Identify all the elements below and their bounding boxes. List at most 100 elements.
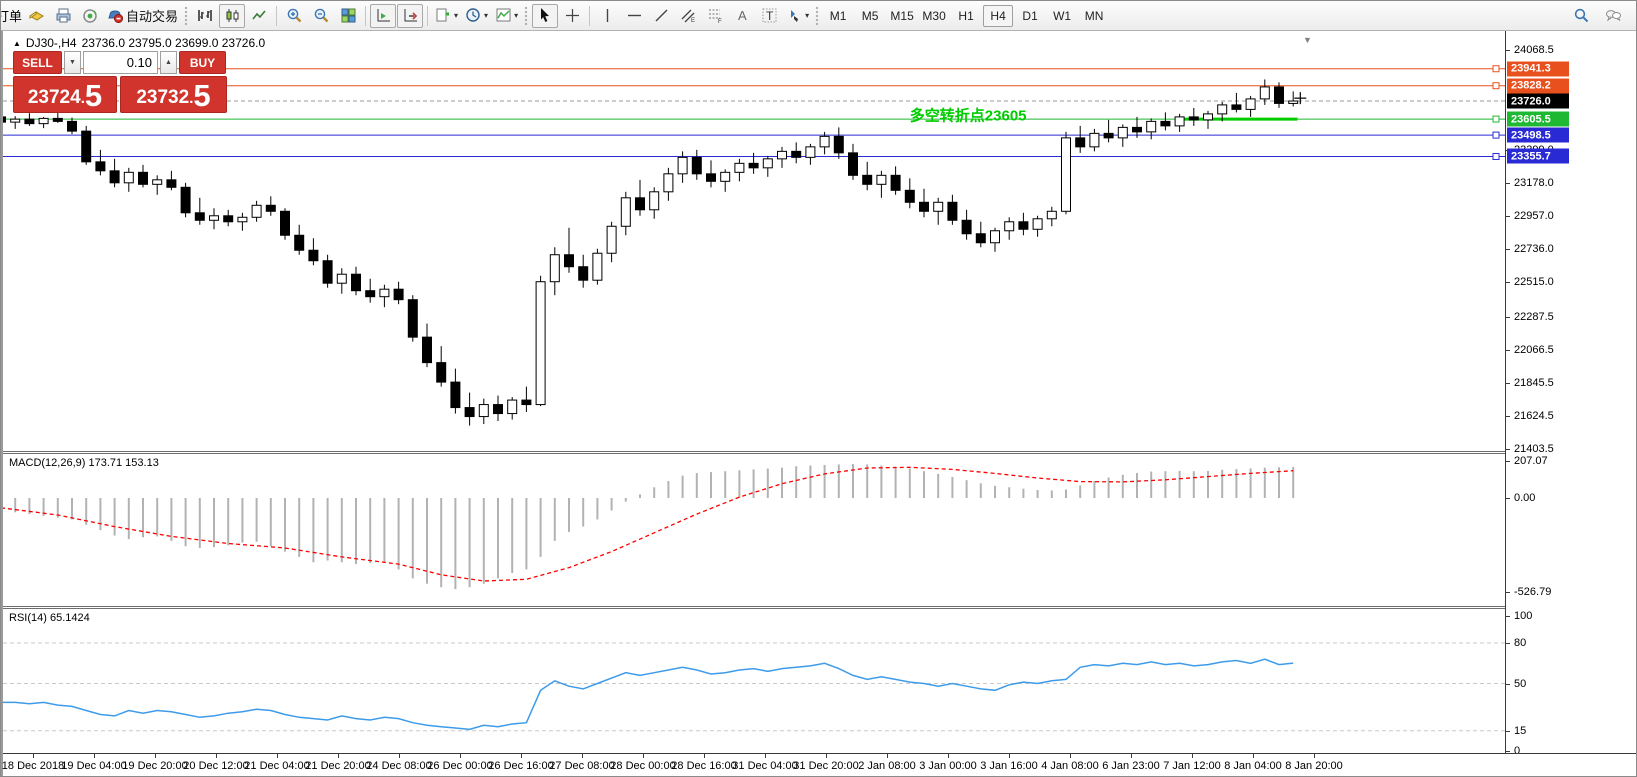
order-panel-label[interactable]: 打单 — [1, 9, 23, 24]
zoom-out-button[interactable] — [308, 4, 334, 28]
fibonacci-button[interactable]: F — [702, 4, 728, 28]
line-handle[interactable] — [1492, 152, 1500, 160]
timeframe-m5[interactable]: M5 — [861, 8, 879, 23]
collapse-icon[interactable]: ▲ — [13, 38, 21, 48]
equidistant-channel-button[interactable]: E — [675, 4, 701, 28]
period-button[interactable]: ▾ — [462, 4, 491, 28]
toolbar-grip[interactable] — [184, 5, 190, 26]
timeframe-d1[interactable]: D1 — [1022, 8, 1038, 23]
price-chart-pane[interactable]: 多空转折点23605 — [3, 33, 1505, 451]
candle — [3, 116, 6, 123]
candle — [890, 166, 901, 195]
axis-tickmark — [1506, 449, 1510, 450]
toolbar-grip[interactable] — [524, 5, 530, 26]
macd-axis-label: 0.00 — [1514, 492, 1536, 504]
time-label: 26 Dec 00:00 — [427, 760, 493, 772]
line-handle[interactable] — [1492, 131, 1500, 139]
candle — [762, 155, 773, 177]
rsi-pane[interactable] — [3, 609, 1505, 753]
candle — [67, 117, 77, 135]
price-tick-label: 22515.0 — [1514, 276, 1554, 289]
candle — [322, 254, 333, 288]
indicators-button[interactable]: ▾ — [492, 4, 521, 28]
axis-tickmark — [1506, 415, 1510, 417]
sell-price-display[interactable]: 23724. 5 — [13, 76, 117, 113]
search-button[interactable] — [1568, 4, 1594, 28]
timeframe-m30[interactable]: M30 — [922, 8, 946, 23]
arrows-button[interactable]: ▾ — [783, 4, 812, 28]
candle — [1245, 95, 1256, 117]
axis-tickmark — [1506, 316, 1510, 318]
volume-input[interactable]: 0.10 — [83, 51, 158, 74]
cursor-button[interactable] — [532, 3, 559, 28]
candle — [1061, 131, 1071, 215]
line-chart-button[interactable] — [246, 4, 272, 28]
line-handle[interactable] — [1492, 115, 1500, 123]
trendline-button[interactable] — [648, 4, 674, 28]
candle — [990, 227, 1000, 252]
timeframe-m15[interactable]: M15 — [890, 8, 914, 23]
tile-windows-button[interactable] — [335, 4, 361, 28]
time-tickmark — [1131, 754, 1132, 758]
time-label: 26 Dec 16:00 — [488, 760, 554, 772]
candle — [663, 167, 674, 201]
chart-area: ▲ DJ30-,H4 23736.0 23795.0 23699.0 23726… — [1, 31, 1636, 776]
macd-pane[interactable] — [3, 454, 1505, 606]
horizontal-line-button[interactable] — [621, 4, 647, 28]
candle — [152, 175, 163, 195]
vertical-line-button[interactable] — [594, 4, 620, 28]
chart-shift-button[interactable] — [370, 3, 397, 28]
candle — [1117, 124, 1128, 147]
line-handle[interactable] — [1492, 65, 1500, 73]
price-axis[interactable]: 24068.523399.023178.022957.022736.022515… — [1505, 31, 1636, 757]
timeframe-h4[interactable]: H4 — [983, 4, 1014, 27]
price-badge: 23828.2 — [1507, 78, 1569, 94]
pivot-annotation-text[interactable]: 多空转折点23605 — [910, 106, 1027, 124]
candlestick-chart-button[interactable] — [219, 3, 246, 28]
time-label: 31 Dec 20:00 — [793, 760, 859, 772]
text-label-button[interactable]: T — [756, 4, 782, 28]
timeframe-h1[interactable]: H1 — [958, 8, 974, 23]
candle — [805, 143, 816, 165]
bar-chart-button[interactable] — [192, 4, 218, 28]
buy-price-display[interactable]: 23732. 5 — [120, 76, 227, 113]
chat-button[interactable] — [1600, 4, 1626, 28]
new-order-button[interactable]: ▾ — [432, 4, 461, 28]
candle — [606, 221, 617, 263]
print-button[interactable] — [50, 4, 76, 28]
crosshair-button[interactable] — [559, 4, 585, 28]
pane-splitter[interactable] — [3, 606, 1636, 609]
time-tickmark — [216, 754, 217, 758]
candle — [1075, 125, 1086, 153]
timeframe-w1[interactable]: W1 — [1053, 8, 1072, 23]
broadcast-icon — [82, 9, 97, 23]
fibonacci-icon: F — [708, 9, 722, 24]
svg-text:E: E — [691, 18, 695, 24]
sell-button[interactable]: SELL — [13, 51, 62, 74]
broadcast-button[interactable] — [77, 4, 103, 28]
volume-increase-button[interactable]: ▲ — [160, 51, 177, 74]
volume-decrease-button[interactable]: ▼ — [64, 51, 81, 74]
auto-scroll-button[interactable] — [397, 3, 424, 28]
timeframe-group: M1 M5 M15 M30 H1 H4 D1 W1 MN — [823, 4, 1109, 27]
time-label: 31 Dec 04:00 — [732, 760, 798, 772]
candle — [734, 158, 745, 182]
text-button[interactable]: A — [729, 4, 755, 28]
candle — [521, 386, 532, 413]
autotrade-button[interactable]: 自动交易 — [104, 4, 181, 28]
time-axis[interactable]: 18 Dec 2018 19 Dec 04:00 19 Dec 20:00 20 De… — [2, 753, 1636, 776]
zoom-in-button[interactable] — [281, 4, 307, 28]
axis-tickmark — [1506, 216, 1510, 218]
candle — [1160, 112, 1171, 131]
vertical-line-icon — [606, 9, 608, 22]
buy-button[interactable]: BUY — [179, 51, 226, 74]
line-handle[interactable] — [1492, 82, 1500, 90]
toolbar-grip[interactable] — [815, 5, 821, 26]
axis-tickmark — [1506, 249, 1510, 251]
timeframe-m1[interactable]: M1 — [829, 8, 847, 23]
journal-button[interactable] — [23, 4, 49, 28]
candle — [649, 187, 660, 219]
timeframe-mn[interactable]: MN — [1084, 8, 1104, 23]
pane-splitter[interactable] — [3, 451, 1636, 454]
price-tick-label: 22957.0 — [1514, 210, 1554, 223]
